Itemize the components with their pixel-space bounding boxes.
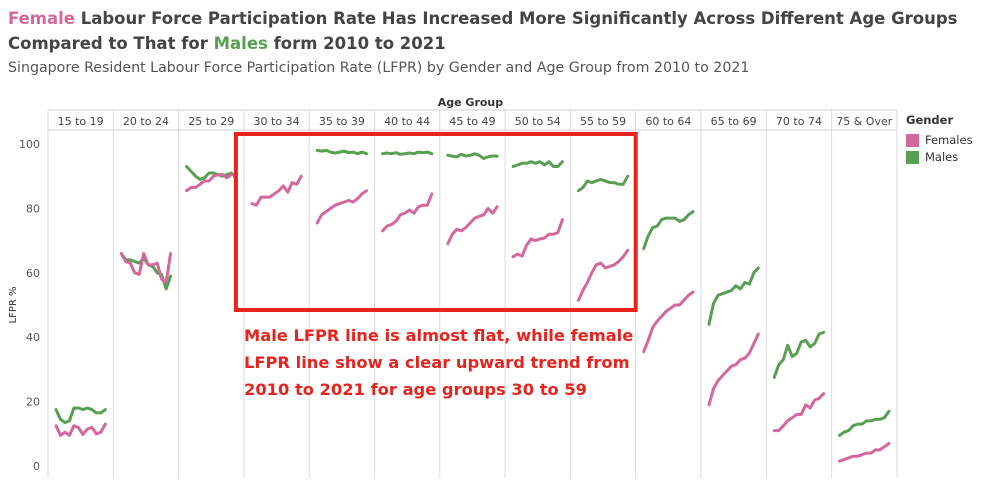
males-line-40-to-44 (381, 150, 434, 156)
title-end: form 2010 to 2021 (267, 34, 446, 53)
panel-header-label: 30 to 34 (254, 115, 300, 128)
males-line-55-to-59 (576, 174, 630, 193)
males-line-65-to-69 (707, 266, 760, 326)
panel-header-label: 50 to 54 (515, 115, 561, 128)
panel-header-label: 75 & Over (836, 115, 893, 128)
males-line-60-to-64 (642, 210, 695, 251)
females-line-60-to-64 (642, 290, 695, 354)
x-axis-title: Age Group (438, 96, 504, 109)
y-axis-title: LFPR % (8, 287, 19, 324)
males-line-70-to-74 (772, 330, 826, 379)
legend-swatch-males (906, 150, 919, 164)
males-line-25-to-29 (185, 165, 238, 181)
chart-subtitle: Singapore Resident Labour Force Particip… (8, 60, 750, 76)
panel-header-label: 60 to 64 (645, 115, 691, 128)
title-middle: Labour Force Participation Rate Has Incr… (8, 9, 958, 53)
title-female-word: Female (8, 9, 75, 28)
males-line-50-to-54 (511, 160, 564, 168)
females-line-75-over (838, 442, 891, 463)
males-line-15-to-19 (54, 406, 107, 424)
chart-title: Female Labour Force Participation Rate H… (8, 6, 983, 56)
females-line-30-to-34 (250, 174, 303, 207)
y-tick-label: 40 (26, 331, 40, 344)
females-line-70-to-74 (772, 392, 826, 433)
legend-item-males[interactable]: Males (906, 150, 973, 164)
panel-header-label: 20 to 24 (123, 115, 169, 128)
males-line-35-to-39 (315, 148, 368, 156)
panel-header-label: 45 to 49 (449, 115, 495, 128)
legend-title: Gender (906, 113, 954, 127)
legend: Gender Females Males (906, 113, 973, 167)
y-tick-label: 100 (19, 138, 40, 151)
annotation-text: Male LFPR line is almost flat, while fem… (244, 326, 634, 399)
females-line-25-to-29 (185, 173, 238, 193)
title-male-word: Males (213, 34, 268, 53)
highlight-box (233, 132, 638, 312)
panel-header-label: 55 to 59 (580, 115, 626, 128)
panel-header-label: 35 to 39 (319, 115, 365, 128)
females-line-15-to-19 (54, 422, 107, 437)
legend-swatch-females (906, 133, 919, 147)
y-tick-label: 20 (26, 396, 40, 409)
panel-header-label: 65 to 69 (711, 115, 757, 128)
y-tick-label: 60 (26, 267, 40, 280)
panel-header-label: 15 to 19 (58, 115, 104, 128)
females-line-35-to-39 (315, 189, 368, 225)
females-line-50-to-54 (511, 218, 564, 259)
y-tick-label: 0 (33, 460, 40, 473)
y-tick-label: 80 (26, 202, 40, 215)
legend-label-females: Females (925, 133, 973, 147)
panel-header-label: 40 to 44 (384, 115, 430, 128)
females-line-40-to-44 (381, 192, 434, 233)
males-line-75-over (838, 409, 891, 437)
legend-item-females[interactable]: Females (906, 133, 973, 147)
panel-header-label: 25 to 29 (188, 115, 234, 128)
females-line-20-to-24 (119, 252, 173, 284)
females-line-45-to-49 (446, 205, 499, 246)
panel-header-label: 70 to 74 (776, 115, 822, 128)
females-line-55-to-59 (576, 248, 630, 302)
legend-label-males: Males (925, 150, 959, 164)
females-line-65-to-69 (707, 332, 760, 407)
males-line-45-to-49 (446, 152, 499, 160)
